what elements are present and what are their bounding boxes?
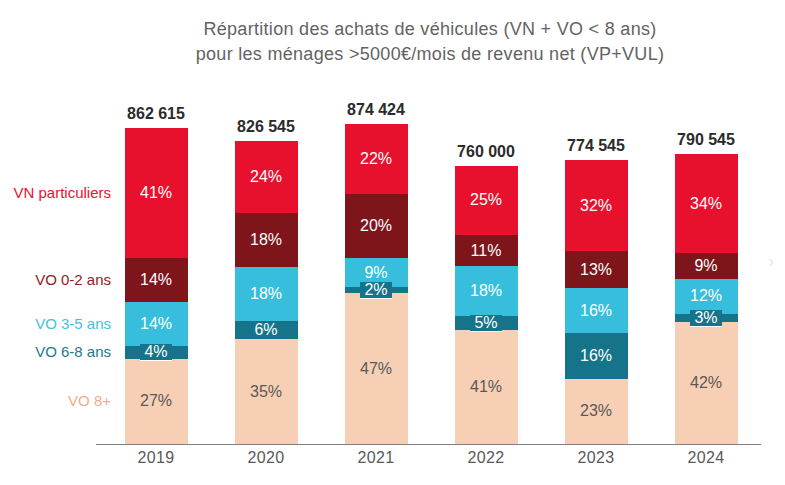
x-axis-tick-label: 2022 [446, 449, 526, 467]
segment-value-label: 18% [235, 231, 298, 248]
bar-total-label: 790 545 [651, 130, 761, 150]
x-axis-line [96, 444, 761, 446]
x-axis-tick-label: 2024 [666, 449, 746, 467]
segment-value-label: 5% [455, 314, 518, 332]
segment-value-label: 9% [675, 257, 738, 274]
segment-value-label: 2% [345, 281, 408, 299]
bar-total-label: 760 000 [431, 142, 541, 162]
segment-value-label: 11% [455, 242, 518, 259]
segment-value-label: 22% [345, 150, 408, 167]
segment-value-label: 27% [125, 392, 188, 409]
segment-value-label: 4% [125, 343, 188, 361]
bar-total-label: 862 615 [101, 104, 211, 124]
segment-value-label: 23% [565, 402, 628, 419]
chart-canvas: Répartition des achats de véhicules (VN … [0, 0, 785, 485]
series-label-vo-6-8-ans: VO 6-8 ans [0, 343, 111, 361]
x-axis-tick-label: 2019 [116, 449, 196, 467]
x-axis-tick-label: 2020 [226, 449, 306, 467]
segment-value-label: 14% [125, 315, 188, 332]
series-label-vo-3-5-ans: VO 3-5 ans [0, 315, 111, 333]
segment-value-label: 18% [455, 282, 518, 299]
segment-value-label: 6% [235, 321, 298, 338]
segment-value-label: 35% [235, 383, 298, 400]
chart-title: Répartition des achats de véhicules (VN … [75, 17, 785, 67]
segment-value-label: 24% [235, 168, 298, 185]
series-label-vo-0-2-ans: VO 0-2 ans [0, 271, 111, 289]
segment-value-label: 41% [125, 184, 188, 201]
chart-title-line2: pour les ménages >5000€/mois de revenu n… [75, 42, 785, 67]
segment-value-label: 47% [345, 360, 408, 377]
chart-title-line1: Répartition des achats de véhicules (VN … [75, 17, 785, 42]
segment-value-label: 20% [345, 217, 408, 234]
segment-value-label: 34% [675, 195, 738, 212]
segment-value-label: 42% [675, 374, 738, 391]
segment-value-label: 9% [345, 264, 408, 281]
bar-total-label: 826 545 [211, 117, 321, 137]
segment-value-label: 13% [565, 261, 628, 278]
segment-value-label: 25% [455, 191, 518, 208]
bar-total-label: 874 424 [321, 100, 431, 120]
series-label-vn-particuliers: VN particuliers [0, 184, 111, 202]
segment-value-label: 41% [455, 378, 518, 395]
segment-value-label: 18% [235, 285, 298, 302]
segment-value-label: 3% [675, 309, 738, 327]
x-axis-tick-label: 2023 [556, 449, 636, 467]
segment-value-label: 12% [675, 287, 738, 304]
x-axis-tick-label: 2021 [336, 449, 416, 467]
series-label-vo-8-: VO 8+ [0, 392, 111, 410]
segment-value-label: 16% [565, 302, 628, 319]
segment-value-label: 32% [565, 197, 628, 214]
bar-total-label: 774 545 [541, 136, 651, 156]
segment-value-label: 16% [565, 347, 628, 364]
segment-value-label: 14% [125, 271, 188, 288]
decorative-chevron: › [768, 250, 774, 272]
